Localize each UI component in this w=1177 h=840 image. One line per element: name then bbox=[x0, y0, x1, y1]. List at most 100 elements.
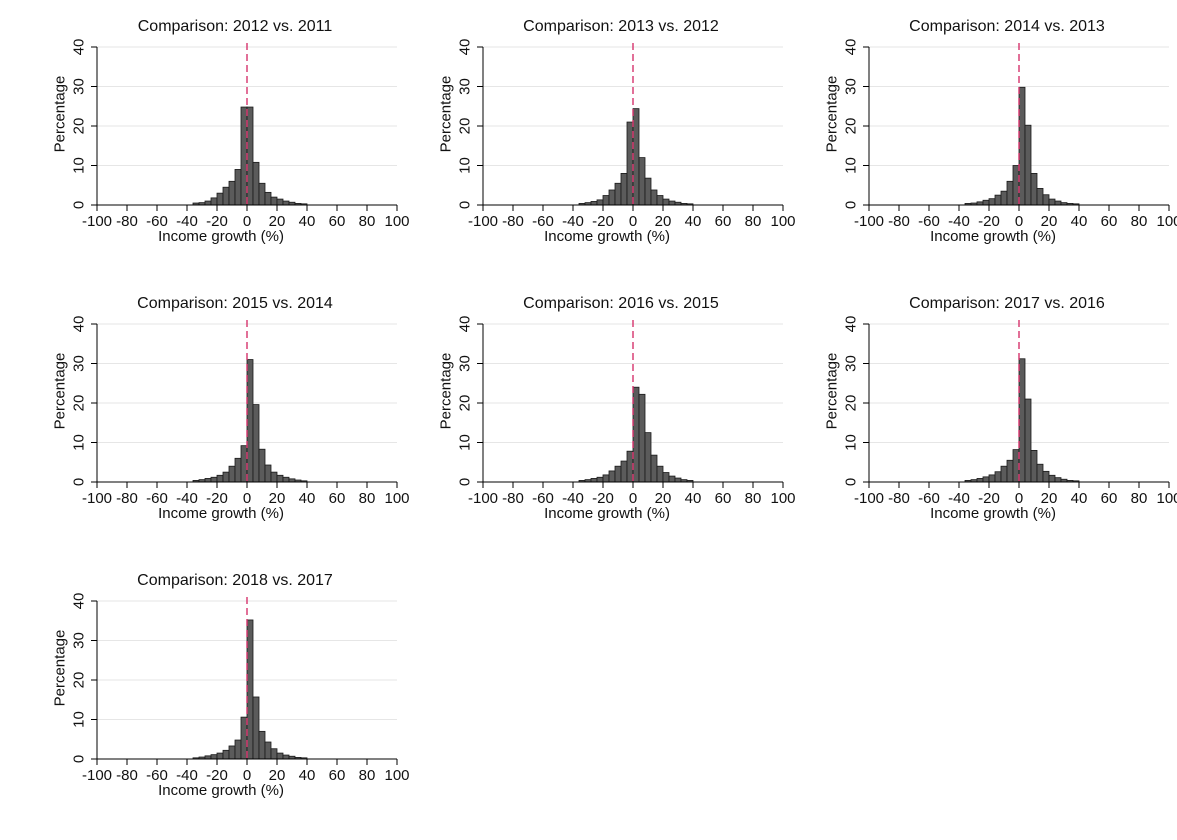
y-tick-label: 20 bbox=[457, 395, 474, 412]
histogram-bar bbox=[204, 200, 212, 206]
histogram-bar bbox=[638, 393, 646, 483]
histogram-bar bbox=[1030, 172, 1038, 206]
histogram-bar bbox=[270, 471, 278, 483]
x-tick-label: 60 bbox=[1101, 490, 1118, 507]
x-tick-label: 60 bbox=[329, 213, 346, 230]
x-tick-label: -60 bbox=[532, 490, 554, 507]
y-axis-label: Percentage bbox=[52, 630, 69, 707]
histogram-bar bbox=[674, 477, 682, 483]
histogram-bar bbox=[650, 454, 658, 483]
histogram-bar bbox=[1036, 463, 1044, 483]
x-tick-label: -60 bbox=[918, 213, 940, 230]
histogram-bar bbox=[264, 191, 272, 206]
y-tick-label: 20 bbox=[843, 395, 860, 412]
y-axis-label: Percentage bbox=[438, 353, 455, 430]
histogram-bar bbox=[228, 180, 236, 206]
histogram-bar bbox=[216, 192, 224, 206]
x-tick-label: 100 bbox=[1156, 490, 1177, 507]
x-tick-label: -80 bbox=[116, 767, 138, 784]
x-tick-label: 20 bbox=[269, 767, 286, 784]
histogram-bar bbox=[222, 186, 230, 206]
histogram-bar bbox=[1054, 477, 1062, 483]
histogram-bar bbox=[590, 478, 598, 483]
chart-panel: Comparison: 2013 vs. 2012 0 10 20 30 40 -100 -8… bbox=[438, 18, 796, 245]
histogram-bar bbox=[1048, 198, 1056, 206]
histogram-bar bbox=[252, 404, 260, 483]
histogram-bar bbox=[644, 432, 652, 483]
x-tick-label: -80 bbox=[888, 490, 910, 507]
histogram-bar bbox=[246, 106, 254, 206]
histogram-bar bbox=[1018, 86, 1026, 206]
x-axis-label: Income growth (%) bbox=[544, 505, 670, 522]
histogram-bar bbox=[1006, 180, 1014, 206]
histogram-bar bbox=[668, 200, 676, 206]
histogram-bar bbox=[590, 201, 598, 206]
histogram-bar bbox=[620, 460, 628, 483]
x-axis-label: Income growth (%) bbox=[158, 228, 284, 245]
histogram-bar bbox=[1036, 188, 1044, 206]
x-tick-label: 60 bbox=[329, 490, 346, 507]
y-axis-label: Percentage bbox=[824, 353, 841, 430]
histogram-bar bbox=[222, 749, 230, 760]
x-tick-label: 80 bbox=[745, 213, 762, 230]
x-tick-label: -60 bbox=[146, 213, 168, 230]
y-tick-label: 40 bbox=[71, 593, 88, 610]
y-tick-label: 30 bbox=[843, 355, 860, 372]
chart-panel: Comparison: 2015 vs. 2014 0 10 20 30 40 -100 -8… bbox=[52, 295, 410, 522]
y-tick-label: 20 bbox=[71, 395, 88, 412]
x-tick-label: -80 bbox=[116, 213, 138, 230]
x-axis-label: Income growth (%) bbox=[158, 505, 284, 522]
x-tick-label: 0 bbox=[243, 213, 251, 230]
histogram-bar bbox=[270, 748, 278, 760]
histogram-bar bbox=[264, 464, 272, 483]
chart-panel: Comparison: 2012 vs. 2011 0 10 20 30 40 -100 -8… bbox=[52, 18, 410, 245]
histogram-bar bbox=[1012, 449, 1020, 483]
x-tick-label: 0 bbox=[629, 213, 637, 230]
histogram-bar bbox=[1054, 200, 1062, 206]
histogram-bar bbox=[1012, 165, 1020, 206]
x-tick-label: 40 bbox=[685, 490, 702, 507]
y-tick-label: 0 bbox=[843, 478, 860, 486]
histogram-bar bbox=[982, 199, 990, 206]
y-tick-label: 30 bbox=[71, 632, 88, 649]
x-tick-label: 40 bbox=[299, 767, 316, 784]
x-tick-label: 40 bbox=[299, 213, 316, 230]
x-tick-label: 20 bbox=[1041, 213, 1058, 230]
x-tick-label: -80 bbox=[888, 213, 910, 230]
histogram-bar bbox=[216, 752, 224, 760]
histogram-bar bbox=[228, 745, 236, 760]
x-tick-label: -40 bbox=[176, 213, 198, 230]
histogram-bar bbox=[246, 359, 254, 483]
y-tick-label: 0 bbox=[843, 201, 860, 209]
x-tick-label: 80 bbox=[359, 490, 376, 507]
chart-panel: Comparison: 2018 vs. 2017 0 10 20 30 40 -100 -8… bbox=[52, 572, 410, 799]
x-tick-label: -20 bbox=[592, 490, 614, 507]
histogram-bar bbox=[1000, 190, 1008, 206]
x-tick-label: 40 bbox=[685, 213, 702, 230]
chart-title: Comparison: 2012 vs. 2011 bbox=[138, 18, 333, 35]
y-tick-label: 20 bbox=[71, 672, 88, 689]
histogram-bar bbox=[276, 752, 284, 760]
histogram-bar bbox=[1024, 398, 1032, 483]
x-tick-label: -20 bbox=[206, 213, 228, 230]
histogram-bar bbox=[626, 121, 634, 206]
y-tick-label: 20 bbox=[843, 118, 860, 135]
x-tick-label: -20 bbox=[978, 490, 1000, 507]
chart-panel: Comparison: 2016 vs. 2015 0 10 20 30 40 -100 -8… bbox=[438, 295, 796, 522]
histogram-bar bbox=[1030, 449, 1038, 483]
x-tick-label: -60 bbox=[918, 490, 940, 507]
y-tick-label: 30 bbox=[71, 355, 88, 372]
histogram-bar bbox=[240, 716, 248, 760]
x-tick-label: 0 bbox=[1015, 490, 1023, 507]
x-tick-label: 60 bbox=[715, 490, 732, 507]
x-tick-label: -40 bbox=[176, 490, 198, 507]
x-tick-label: 100 bbox=[770, 213, 795, 230]
y-tick-label: 40 bbox=[457, 39, 474, 56]
y-tick-label: 20 bbox=[71, 118, 88, 135]
y-tick-label: 40 bbox=[71, 39, 88, 56]
histogram-bar bbox=[650, 189, 658, 206]
histogram-bar bbox=[608, 189, 616, 206]
histogram-bar bbox=[614, 182, 622, 206]
chart-title: Comparison: 2013 vs. 2012 bbox=[523, 18, 719, 35]
